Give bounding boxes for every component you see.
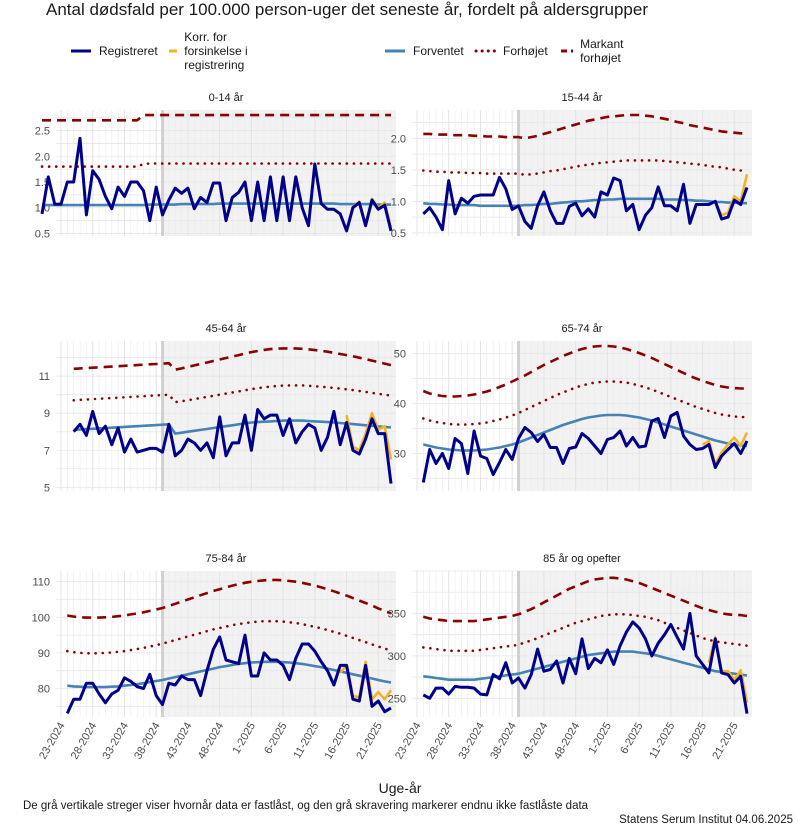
series-line-markedly — [42, 113, 391, 122]
series-line-registered — [422, 175, 749, 232]
y-tick-label: 90 — [38, 648, 50, 660]
series-line-expected — [42, 202, 391, 207]
footnote-caption: De grå vertikale streger viser hvornår d… — [23, 800, 589, 812]
y-tick-label: 300 — [388, 651, 406, 663]
series-line-registered — [72, 408, 393, 484]
x-tick-label: 6-2025 — [618, 721, 646, 757]
y-tick-label: 7 — [44, 445, 50, 457]
series-line-registered — [40, 136, 393, 233]
panel-title: 75-84 år — [206, 553, 247, 565]
x-tick-label: 38-2024 — [488, 721, 519, 762]
x-tick-label: 21-2025 — [710, 721, 741, 762]
y-tick-label: 9 — [44, 408, 50, 420]
panel-title: 85 år og opefter — [543, 553, 621, 565]
y-tick-label: 2.0 — [35, 151, 50, 163]
x-tick-label: 1-2025 — [230, 721, 258, 757]
panel-title: 65-74 år — [562, 323, 603, 335]
y-tick-label: 11 — [39, 371, 50, 383]
series-line-expected — [423, 197, 747, 208]
x-tick-label: 43-2024 — [520, 721, 551, 762]
series-line-markedly — [73, 347, 392, 371]
x-tick-label: 43-2024 — [164, 721, 195, 762]
x-tick-label: 23-2024 — [37, 721, 68, 762]
x-tick-label: 6-2025 — [262, 721, 290, 757]
series-line-elevated — [40, 162, 393, 168]
y-tick-label: 100 — [32, 612, 50, 624]
series-line-corrected — [345, 411, 393, 460]
series-line-expected — [73, 419, 392, 435]
legend-item-registered: Registreret — [70, 43, 158, 59]
legend-label-corrected: Korr. for forsinkelse i registrering — [184, 30, 248, 72]
y-tick-label: 2.5 — [35, 126, 50, 138]
x-tick-label: 16-2025 — [679, 721, 710, 762]
chart-title: Antal dødsfald per 100.000 person-uger d… — [46, 0, 648, 19]
series-line-elevated — [72, 384, 393, 404]
x-tick-label: 23-2024 — [393, 721, 424, 762]
series-line-expected — [423, 413, 748, 452]
series-line-elevated — [422, 159, 749, 177]
x-tick-label: 21-2025 — [354, 721, 385, 762]
legend-item-elevated: Forhøjet — [474, 43, 548, 59]
series-line-elevated — [422, 380, 749, 426]
x-tick-label: 33-2024 — [456, 721, 487, 762]
legend-label-elevated: Forhøjet — [503, 44, 548, 58]
y-tick-label: 110 — [32, 577, 50, 589]
legend-swatch-markedly — [561, 49, 574, 53]
x-tick-label: 33-2024 — [100, 721, 131, 762]
source-credit: Statens Serum Institut 04.06.2025 — [619, 814, 793, 826]
x-axis-label: Uge-år — [378, 780, 422, 796]
legend-label-registered: Registreret — [99, 44, 158, 58]
x-tick-label: 48-2024 — [552, 721, 583, 762]
y-tick-label: 350 — [388, 608, 406, 620]
unlocked-shading — [162, 110, 396, 236]
x-tick-label: 38-2024 — [132, 721, 163, 762]
y-tick-label: 250 — [388, 693, 406, 705]
series-line-registered — [422, 611, 749, 714]
series-line-markedly — [423, 113, 747, 140]
x-tick-label: 48-2024 — [196, 721, 227, 762]
y-tick-label: 2.0 — [391, 133, 406, 145]
y-tick-label: 1.0 — [391, 196, 406, 208]
legend-swatch-expected — [385, 49, 405, 53]
legend-label-markedly: Markant forhøjet — [580, 37, 624, 65]
legend-swatch-registered — [71, 49, 91, 53]
y-tick-label: 5 — [44, 482, 50, 494]
y-tick-label: 30 — [394, 449, 406, 461]
panel-title: 15-44 år — [562, 92, 603, 104]
y-tick-label: 0.5 — [391, 228, 406, 240]
y-tick-label: 80 — [38, 684, 50, 696]
legend-item-corrected: Korr. for forsinkelse i registrering — [168, 30, 257, 72]
x-tick-label: 16-2025 — [323, 721, 354, 762]
x-tick-label: 28-2024 — [425, 721, 456, 762]
panel-title: 45-64 år — [206, 323, 247, 335]
x-tick-label: 11-2025 — [291, 721, 321, 761]
series-line-markedly — [422, 344, 747, 398]
panel-title: 0-14 år — [209, 92, 244, 104]
y-tick-label: 0.5 — [35, 228, 50, 240]
legend-item-markedly: Markant forhøjet — [560, 37, 632, 65]
y-tick-label: 1.5 — [391, 165, 406, 177]
series-line-registered — [421, 411, 749, 483]
series-line-corrected — [707, 635, 749, 703]
y-tick-label: 50 — [394, 349, 406, 361]
legend-label-expected: Forventet — [413, 44, 464, 58]
y-tick-label: 40 — [394, 399, 406, 411]
x-tick-label: 11-2025 — [647, 721, 677, 761]
x-tick-label: 1-2025 — [586, 721, 614, 757]
legend-swatch-corrected — [169, 49, 178, 53]
x-tick-label: 28-2024 — [69, 721, 100, 762]
series-line-markedly — [422, 576, 748, 623]
legend-item-expected: Forventet — [384, 43, 464, 59]
series-line-markedly — [67, 578, 392, 619]
series-line-registered — [65, 633, 392, 715]
unlocked-shading — [162, 341, 396, 491]
